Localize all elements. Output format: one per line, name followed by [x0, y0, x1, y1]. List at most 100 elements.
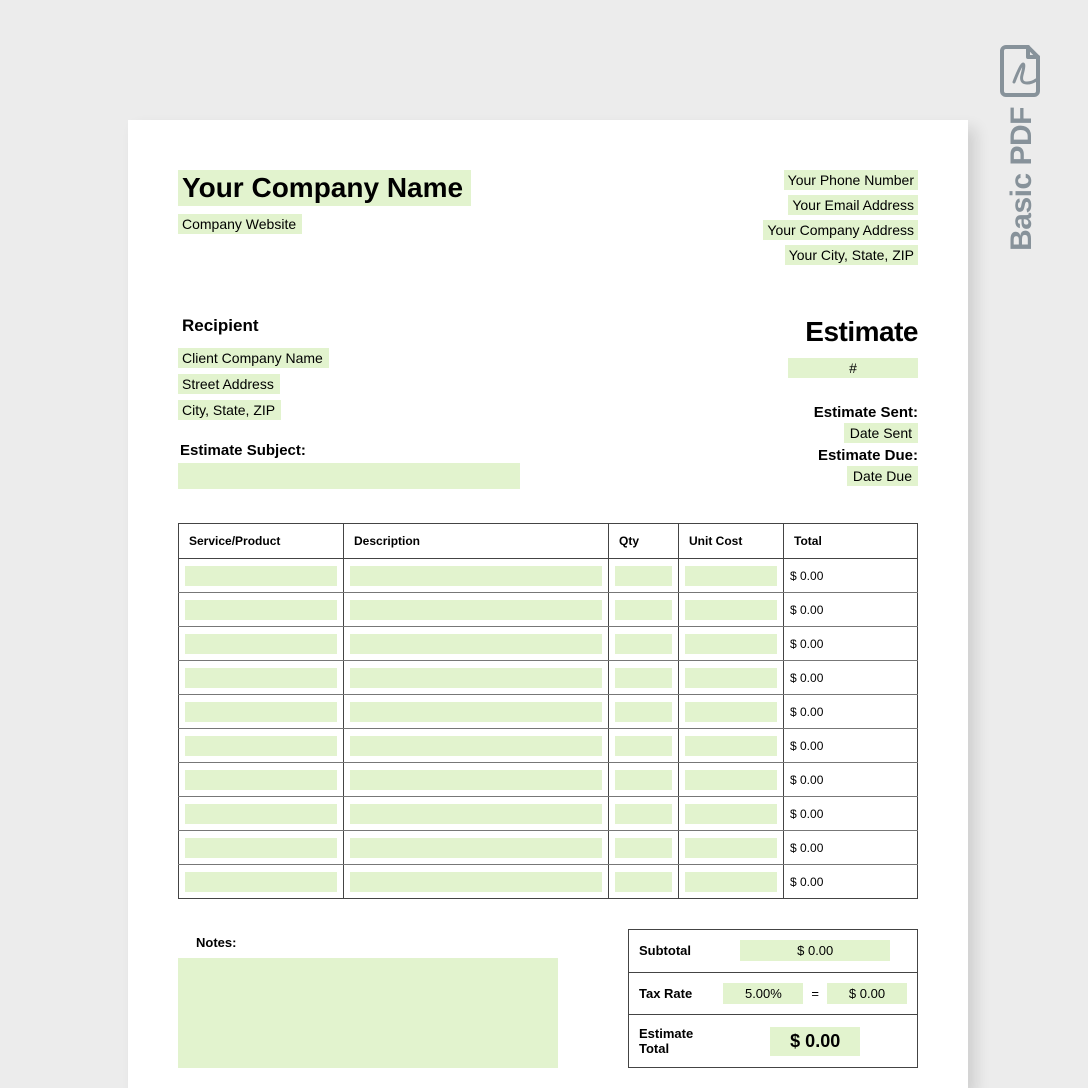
cell-service	[185, 804, 337, 824]
contact-city: Your City, State, ZIP	[785, 245, 918, 265]
table-row: $ 0.00	[179, 695, 918, 729]
recipient-block: Recipient Client Company Name Street Add…	[178, 316, 520, 489]
cell-unitcost	[685, 668, 777, 688]
cell-unitcost	[685, 872, 777, 892]
cell-unitcost	[685, 838, 777, 858]
estimate-total-value: $ 0.00	[770, 1027, 860, 1056]
estimate-due-date: Date Due	[847, 466, 918, 486]
cell-qty	[615, 770, 672, 790]
cell-unitcost	[685, 702, 777, 722]
recipient-company: Client Company Name	[178, 348, 329, 368]
table-row: $ 0.00	[179, 797, 918, 831]
cell-qty	[615, 566, 672, 586]
notes-block: Notes:	[178, 929, 558, 1068]
pdf-icon	[1000, 45, 1044, 97]
cell-total: $ 0.00	[784, 763, 918, 797]
recipient-city: City, State, ZIP	[178, 400, 281, 420]
cell-service	[185, 668, 337, 688]
cell-description	[350, 770, 602, 790]
badge-label: Basic PDF	[1005, 107, 1039, 251]
template-badge: Basic PDF	[1000, 45, 1044, 251]
cell-qty	[615, 668, 672, 688]
contact-address: Your Company Address	[763, 220, 918, 240]
cell-description	[350, 872, 602, 892]
table-row: $ 0.00	[179, 661, 918, 695]
subject-label: Estimate Subject:	[180, 442, 520, 459]
estimate-number: #	[788, 358, 918, 378]
cell-qty	[615, 634, 672, 654]
table-row: $ 0.00	[179, 729, 918, 763]
cell-qty	[615, 702, 672, 722]
cell-total: $ 0.00	[784, 627, 918, 661]
cell-unitcost	[685, 804, 777, 824]
col-unitcost: Unit Cost	[679, 524, 784, 559]
notes-label: Notes:	[196, 935, 558, 950]
cell-service	[185, 702, 337, 722]
estimate-sent-date: Date Sent	[844, 423, 918, 443]
estimate-title: Estimate	[788, 316, 918, 348]
table-row: $ 0.00	[179, 593, 918, 627]
table-row: $ 0.00	[179, 865, 918, 899]
company-name: Your Company Name	[178, 170, 471, 206]
cell-service	[185, 838, 337, 858]
cell-service	[185, 600, 337, 620]
cell-description	[350, 736, 602, 756]
cell-total: $ 0.00	[784, 831, 918, 865]
cell-unitcost	[685, 736, 777, 756]
notes-box	[178, 958, 558, 1068]
cell-total: $ 0.00	[784, 559, 918, 593]
subtotal-value: $ 0.00	[740, 940, 890, 961]
cell-description	[350, 668, 602, 688]
cell-qty	[615, 804, 672, 824]
items-table: Service/Product Description Qty Unit Cos…	[178, 523, 918, 899]
tax-value: $ 0.00	[827, 983, 907, 1004]
cell-service	[185, 872, 337, 892]
cell-qty	[615, 736, 672, 756]
cell-qty	[615, 872, 672, 892]
cell-unitcost	[685, 770, 777, 790]
estimate-total-label: Estimate Total	[629, 1015, 714, 1068]
table-row: $ 0.00	[179, 627, 918, 661]
cell-qty	[615, 600, 672, 620]
estimate-due-label: Estimate Due:	[788, 447, 918, 464]
recipient-street: Street Address	[178, 374, 280, 394]
col-total: Total	[784, 524, 918, 559]
contact-phone: Your Phone Number	[784, 170, 918, 190]
cell-unitcost	[685, 600, 777, 620]
cell-service	[185, 634, 337, 654]
summary-table: Subtotal $ 0.00 Tax Rate 5.00% = $ 0.00 …	[628, 929, 918, 1068]
tax-rate: 5.00%	[723, 983, 803, 1004]
cell-description	[350, 702, 602, 722]
col-qty: Qty	[609, 524, 679, 559]
contact-email: Your Email Address	[788, 195, 918, 215]
cell-service	[185, 566, 337, 586]
cell-total: $ 0.00	[784, 593, 918, 627]
recipient-heading: Recipient	[182, 316, 520, 336]
table-row: $ 0.00	[179, 763, 918, 797]
table-row: $ 0.00	[179, 559, 918, 593]
taxrate-label: Tax Rate	[629, 972, 714, 1015]
cell-description	[350, 838, 602, 858]
cell-qty	[615, 838, 672, 858]
cell-description	[350, 566, 602, 586]
subject-value	[178, 463, 520, 489]
subtotal-label: Subtotal	[629, 930, 714, 973]
cell-total: $ 0.00	[784, 865, 918, 899]
estimate-page: Your Company Name Company Website Your P…	[128, 120, 968, 1088]
cell-service	[185, 736, 337, 756]
col-description: Description	[344, 524, 609, 559]
cell-service	[185, 770, 337, 790]
tax-equals: =	[811, 986, 819, 1001]
cell-total: $ 0.00	[784, 661, 918, 695]
cell-unitcost	[685, 566, 777, 586]
cell-total: $ 0.00	[784, 797, 918, 831]
company-block: Your Company Name Company Website	[178, 170, 471, 270]
contact-block: Your Phone Number Your Email Address You…	[763, 170, 918, 270]
cell-total: $ 0.00	[784, 729, 918, 763]
cell-description	[350, 600, 602, 620]
cell-description	[350, 634, 602, 654]
cell-total: $ 0.00	[784, 695, 918, 729]
col-service: Service/Product	[179, 524, 344, 559]
estimate-meta: Estimate # Estimate Sent: Date Sent Esti…	[788, 316, 918, 489]
estimate-sent-label: Estimate Sent:	[788, 404, 918, 421]
